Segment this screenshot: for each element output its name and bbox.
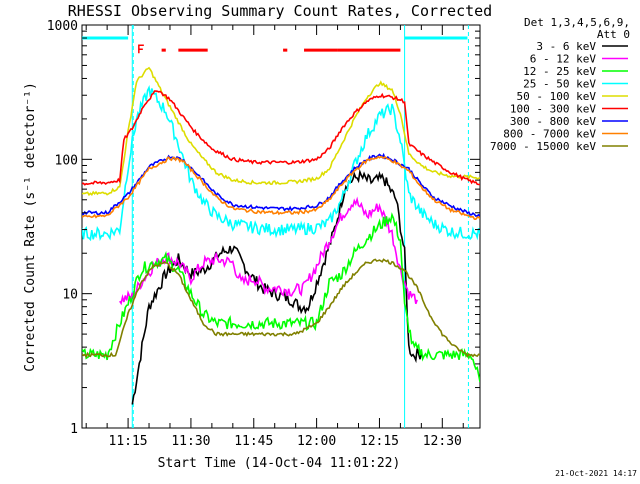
x-axis: 11:15 11:30 11:45 12:00 12:15 12:30 [85,25,464,449]
x-tick-label: 11:30 [171,434,210,449]
x-tick-label: 11:45 [234,434,273,449]
legend-label: 800 - 7000 keV [503,128,596,141]
series-line-4 [82,66,480,197]
y-tick-label: 1000 [47,19,78,34]
legend-label: 100 - 300 keV [510,103,596,116]
x-tick-label: 11:15 [109,434,148,449]
footer-date: 21-Oct-2021 14:17 [555,469,637,478]
series-line-0 [131,168,423,405]
legend-label: 7000 - 15000 keV [490,140,596,153]
chart-title: RHESSI Observing Summary Count Rates, Co… [68,2,492,20]
legend-label: 25 - 50 keV [523,78,596,91]
legend-label: 6 - 12 keV [530,53,597,66]
y-axis: 1 10 100 1000 [47,19,480,437]
plot-clip-group [82,25,480,428]
y-axis-label: Corrected Count Rate (s⁻¹ detector⁻¹) [23,82,38,372]
legend-title-line: Att 0 [597,28,630,41]
series-line-8 [82,258,480,359]
x-tick-label: 12:15 [360,434,399,449]
series-line-5 [82,90,480,186]
legend-label: 300 - 800 keV [510,115,596,128]
series-line-7 [82,155,480,221]
f-flag-mark [138,44,144,54]
series-line-3 [82,84,480,242]
legend-label: 50 - 100 keV [517,90,597,103]
x-tick-label: 12:30 [423,434,462,449]
legend-label: 3 - 6 keV [536,40,596,53]
legend-title-line: Det 1,3,4,5,6,9, [524,16,630,29]
legend-label: 12 - 25 keV [523,65,596,78]
plot-frame [81,24,481,429]
y-tick-label: 1 [70,422,78,437]
x-tick-label: 12:00 [297,434,336,449]
x-axis-label: Start Time (14-Oct-04 11:01:22) [158,456,401,471]
y-tick-label: 100 [55,153,78,168]
y-tick-label: 10 [62,288,78,303]
plot-area [81,24,481,429]
